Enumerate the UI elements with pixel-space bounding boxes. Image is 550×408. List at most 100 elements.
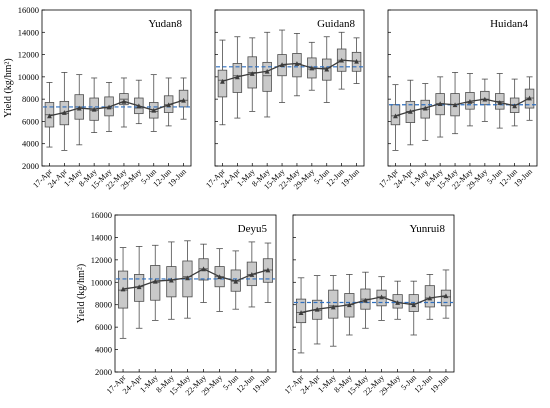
mean-point bbox=[452, 102, 458, 108]
box-17-Apr bbox=[295, 277, 307, 354]
x-tick-label: 19-Jun bbox=[251, 373, 273, 395]
mean-point bbox=[185, 275, 190, 281]
mean-point bbox=[298, 310, 304, 315]
y-tick-label: 2000 bbox=[95, 367, 112, 377]
mean-point bbox=[354, 58, 359, 64]
mean-point bbox=[422, 105, 428, 111]
mean-point bbox=[136, 103, 142, 109]
mean-point bbox=[47, 113, 52, 119]
y-tick-label: 14000 bbox=[18, 27, 39, 37]
box-iqr bbox=[262, 61, 272, 92]
mean-point bbox=[527, 95, 532, 101]
mean-point bbox=[324, 66, 330, 72]
y-axis-label: Yield (kg/hm²) bbox=[76, 264, 87, 323]
box-17-Apr bbox=[117, 247, 129, 339]
box-iqr bbox=[328, 289, 339, 319]
mean-point bbox=[395, 300, 401, 305]
mean-point bbox=[264, 68, 270, 74]
mean-line bbox=[395, 97, 530, 117]
box-8-May bbox=[435, 76, 445, 138]
box-19-Jun bbox=[262, 242, 274, 303]
y-tick-label: 4000 bbox=[22, 139, 39, 149]
box-5-Jun bbox=[408, 280, 419, 336]
mean-point bbox=[294, 61, 300, 66]
panel-title: Yudan8 bbox=[148, 18, 182, 30]
box-5-Jun bbox=[149, 74, 159, 132]
y-tick-label: 14000 bbox=[91, 232, 112, 242]
y-tick-label: 12000 bbox=[18, 50, 39, 60]
plot-frame bbox=[292, 214, 455, 373]
y-tick-label: 8000 bbox=[95, 300, 112, 310]
mean-point bbox=[339, 57, 345, 63]
y-axis-label: Yield (kg/hm²) bbox=[3, 58, 14, 117]
y-tick-label: 10000 bbox=[91, 277, 112, 287]
mean-point bbox=[249, 272, 255, 277]
box-12-Jun bbox=[509, 78, 520, 127]
mean-point bbox=[379, 294, 384, 300]
mean-line bbox=[300, 295, 447, 314]
panel-huidan4: Huidan417-Apr24-Apr1-May8-May15-May22-Ma… bbox=[377, 9, 538, 191]
mean-point bbox=[411, 302, 417, 308]
mean-point bbox=[314, 306, 320, 312]
panel-deyu5: 2000 4000 6000 8000 10000 12000 14000 16000 Yiel… bbox=[76, 210, 277, 397]
box-8-May bbox=[262, 31, 272, 118]
mean-point bbox=[346, 302, 352, 308]
panel-title: Deyu5 bbox=[238, 223, 268, 235]
mean-point bbox=[265, 267, 271, 273]
mean-point bbox=[201, 266, 206, 272]
mean-point bbox=[152, 278, 158, 284]
mean-point bbox=[330, 304, 336, 310]
mean-line bbox=[49, 99, 184, 117]
mean-point bbox=[136, 284, 142, 290]
mean-point bbox=[168, 277, 174, 283]
y-tick-label: 4000 bbox=[95, 345, 112, 355]
panel-title: Guidan8 bbox=[317, 18, 355, 30]
mean-point bbox=[106, 104, 112, 110]
y-tick-label: 6000 bbox=[22, 116, 39, 126]
y-tick-label: 8000 bbox=[22, 94, 39, 104]
mean-point bbox=[467, 98, 473, 104]
panel-yunrui8: Yunrui817-Apr24-Apr1-May8-May15-May22-Ma… bbox=[283, 214, 455, 397]
y-tick-label: 16000 bbox=[91, 210, 112, 220]
box-1-May bbox=[420, 83, 430, 141]
mean-point bbox=[76, 105, 82, 111]
panel-title: Huidan4 bbox=[490, 18, 528, 30]
plot-frame bbox=[214, 9, 365, 167]
y-tick-label: 12000 bbox=[91, 255, 112, 265]
mean-point bbox=[233, 278, 239, 284]
x-tick-label: 19-Jun bbox=[429, 373, 451, 395]
plot-frame bbox=[387, 9, 538, 167]
mean-line bbox=[122, 268, 269, 290]
plot-frame bbox=[114, 214, 277, 373]
box-8-May bbox=[89, 77, 99, 133]
box-22-May bbox=[198, 243, 209, 303]
panel-yudan8: 2000 4000 6000 8000 10000 12000 14000 16000 Yiel… bbox=[3, 5, 192, 191]
box-1-May bbox=[328, 275, 339, 347]
mean-point bbox=[120, 286, 126, 292]
mean-point bbox=[482, 96, 488, 102]
mean-point bbox=[279, 62, 285, 67]
mean-point bbox=[61, 110, 67, 115]
box-29-May bbox=[134, 79, 144, 125]
mean-point bbox=[166, 102, 172, 108]
mean-point bbox=[249, 71, 255, 76]
mean-point bbox=[220, 78, 225, 84]
panel-title: Yunrui8 bbox=[410, 223, 446, 235]
mean-point bbox=[512, 103, 518, 109]
y-tick-label: 16000 bbox=[18, 5, 39, 15]
mean-point bbox=[217, 274, 223, 280]
y-tick-label: 6000 bbox=[95, 322, 112, 332]
mean-point bbox=[437, 101, 443, 106]
mean-point bbox=[151, 107, 157, 113]
mean-line bbox=[222, 59, 357, 82]
mean-point bbox=[443, 293, 449, 299]
plot-frame bbox=[41, 9, 192, 167]
mean-point bbox=[309, 65, 315, 71]
mean-point bbox=[363, 297, 368, 303]
mean-point bbox=[427, 295, 433, 301]
mean-point bbox=[181, 97, 186, 103]
y-tick-label: 10000 bbox=[18, 72, 39, 82]
y-tick-label: 2000 bbox=[22, 161, 39, 171]
mean-point bbox=[234, 74, 240, 80]
